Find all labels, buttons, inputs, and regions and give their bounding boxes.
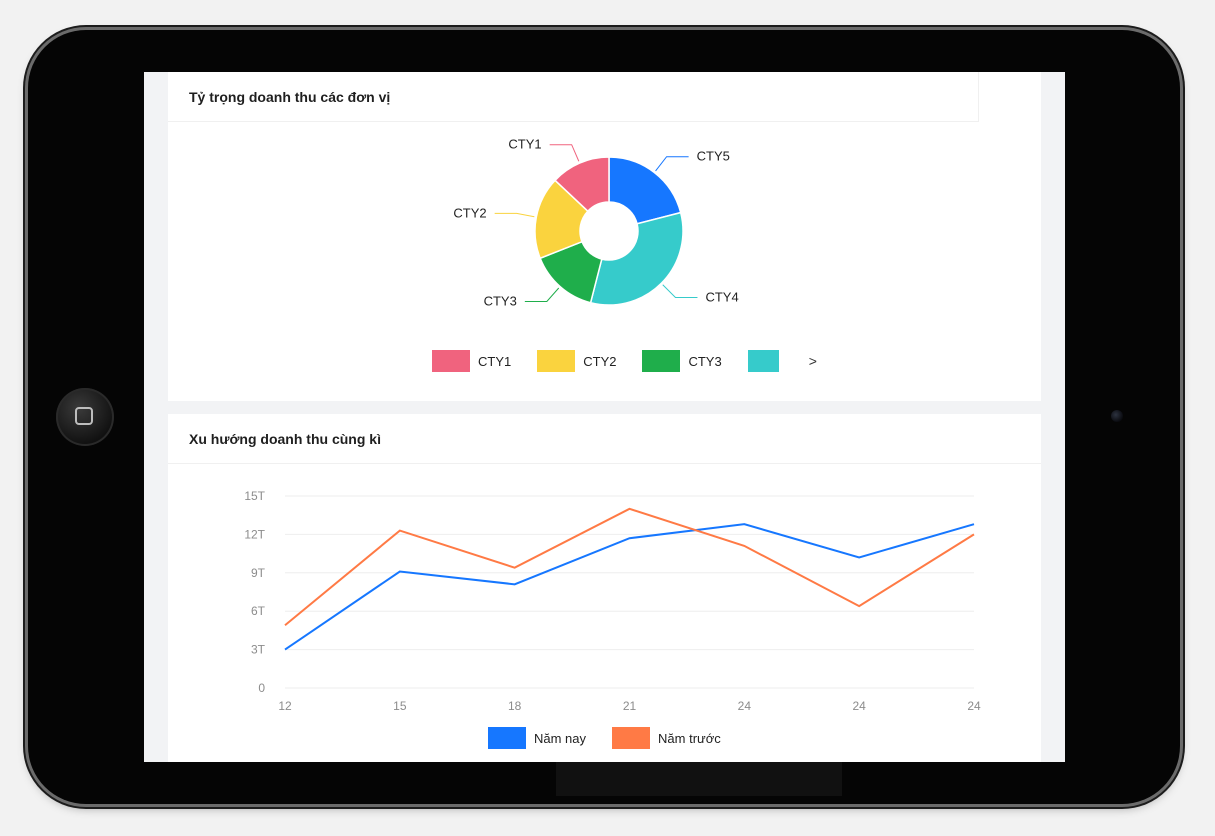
x-tick-label: 15	[393, 699, 407, 713]
pie-chart: CTY5 CTY4 CTY3 CTY2 CTY1	[453, 137, 738, 309]
screen: Tỷ trọng doanh thu các đơn vị CTY5 CTY4 CT…	[144, 72, 1065, 762]
y-tick-label: 0	[258, 681, 265, 695]
legend-item-cty1[interactable]: CTY1	[432, 350, 511, 372]
x-tick-label: 24	[738, 699, 752, 713]
x-tick-label: 18	[508, 699, 522, 713]
y-tick-label: 12T	[244, 527, 265, 541]
pie-chart-card: Tỷ trọng doanh thu các đơn vị CTY5 CTY4 CT…	[168, 72, 1041, 401]
pie-label-cty1: CTY1	[508, 137, 541, 152]
y-tick-label: 9T	[251, 566, 266, 580]
legend-label: Năm nay	[534, 730, 587, 746]
bottom-strip	[556, 762, 842, 796]
pie-leader-line	[494, 212, 535, 218]
y-tick-label: 6T	[251, 604, 266, 618]
legend-swatch	[612, 727, 651, 749]
pie-slice-cty1[interactable]	[553, 156, 610, 213]
home-button[interactable]	[56, 388, 114, 446]
legend-item-cty2[interactable]: CTY2	[537, 350, 616, 372]
legend-item-nam-truoc[interactable]: Năm trước	[612, 727, 721, 749]
series-line-0[interactable]	[284, 523, 975, 651]
x-tick-label: 21	[623, 699, 637, 713]
pie-leader-line	[524, 287, 560, 303]
y-tick-label: 3T	[251, 643, 266, 657]
y-tick-label: 15T	[244, 489, 265, 503]
legend-swatch	[642, 350, 681, 372]
legend-item-cty3[interactable]: CTY3	[642, 350, 722, 372]
line-card-title: Xu hướng doanh thu cùng kì	[168, 414, 1041, 464]
legend-next-button[interactable]: >	[808, 353, 817, 369]
x-tick-label: 12	[278, 699, 292, 713]
x-tick-label: 24	[852, 699, 866, 713]
pie-label-cty5: CTY5	[697, 149, 730, 164]
home-square-icon	[75, 407, 93, 425]
series-line-1[interactable]	[284, 507, 975, 627]
legend-label: CTY1	[478, 353, 512, 369]
pie-label-cty3: CTY3	[484, 294, 517, 309]
pie-slice-cty5[interactable]	[608, 156, 682, 225]
legend-swatch	[537, 350, 576, 372]
line-chart: 0 3T 6T 9T 12T 15T 12 15 18 21 24 24 24	[244, 489, 981, 713]
line-legend: Năm nay Năm trước	[488, 727, 747, 749]
legend-swatch	[488, 727, 526, 749]
pie-legend: CTY1 CTY2 CTY3 >	[432, 350, 817, 372]
legend-label: CTY3	[688, 353, 722, 369]
legend-swatch	[432, 350, 470, 372]
camera-icon	[1111, 410, 1123, 422]
pie-leader-line	[655, 156, 689, 172]
legend-label: Năm trước	[658, 730, 721, 746]
line-chart-card: Xu hướng doanh thu cùng kì 0 3T 6T 9T 12T 15T…	[168, 414, 1041, 762]
pie-slice-cty4[interactable]	[589, 211, 684, 306]
pie-leader-line	[549, 144, 580, 162]
legend-item-nam-nay[interactable]: Năm nay	[488, 727, 586, 749]
pie-card-title: Tỷ trọng doanh thu các đơn vị	[168, 72, 979, 122]
pie-label-cty2: CTY2	[453, 205, 486, 220]
legend-item-cty4[interactable]	[747, 350, 787, 372]
legend-label: CTY2	[583, 353, 617, 369]
legend-swatch	[747, 350, 779, 372]
x-tick-label: 24	[967, 699, 981, 713]
pie-leader-line	[662, 284, 698, 298]
pie-label-cty4: CTY4	[705, 289, 738, 304]
